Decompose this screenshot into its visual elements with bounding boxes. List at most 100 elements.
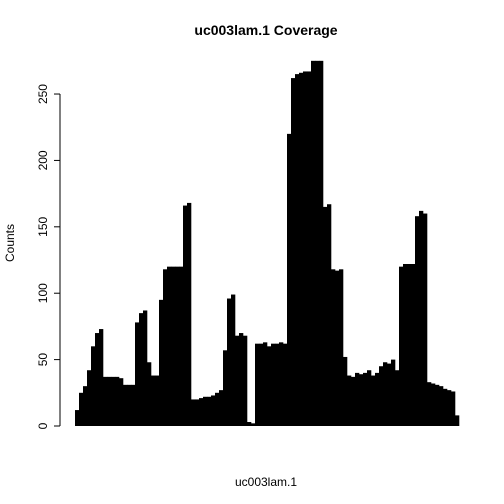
bar	[439, 386, 444, 426]
bar	[379, 366, 384, 426]
bar	[259, 343, 264, 426]
bar	[83, 386, 88, 426]
bar	[443, 388, 448, 426]
bar	[355, 372, 360, 426]
bar	[431, 383, 436, 426]
bar	[291, 78, 296, 426]
bar	[207, 396, 212, 426]
bar	[219, 390, 224, 426]
bar	[319, 60, 324, 426]
bar	[131, 384, 136, 426]
bar	[339, 269, 344, 426]
bar	[195, 399, 200, 426]
bar	[299, 72, 304, 426]
bar	[155, 375, 160, 426]
y-tick-label: 150	[36, 216, 50, 236]
bar	[315, 60, 320, 426]
bar	[267, 346, 272, 426]
bar	[419, 210, 424, 426]
bar	[151, 375, 156, 426]
bar	[203, 396, 208, 426]
bar	[147, 362, 152, 426]
y-tick-label: 100	[36, 283, 50, 303]
bar	[371, 375, 376, 426]
bar	[75, 410, 80, 426]
bar	[243, 335, 248, 426]
x-axis-label: uc003lam.1	[235, 475, 297, 489]
bar	[163, 269, 168, 426]
bar	[335, 270, 340, 426]
bar	[455, 415, 460, 426]
y-axis-label: Counts	[3, 224, 17, 262]
bar	[275, 343, 280, 426]
bar	[263, 342, 268, 426]
bar	[387, 363, 392, 426]
bar	[179, 266, 184, 426]
y-tick-label: 250	[36, 84, 50, 104]
bar	[167, 266, 172, 426]
bar	[231, 294, 236, 426]
bar	[399, 266, 404, 426]
bar	[251, 423, 256, 426]
bar	[411, 263, 416, 426]
bar	[79, 392, 84, 426]
bar	[391, 359, 396, 426]
bar	[227, 298, 232, 426]
bar	[91, 346, 96, 426]
bar	[279, 342, 284, 426]
bar	[451, 391, 456, 426]
bar	[295, 74, 300, 427]
bar	[395, 370, 400, 426]
bar	[139, 313, 144, 426]
y-tick-label: 200	[36, 150, 50, 170]
bar	[363, 372, 368, 426]
bar	[191, 399, 196, 426]
bar	[95, 333, 100, 426]
bar	[303, 71, 308, 427]
bar	[407, 263, 412, 426]
bar	[287, 133, 292, 427]
y-tick-label: 0	[36, 422, 50, 429]
bar	[359, 374, 364, 426]
bar	[255, 343, 260, 426]
bar	[135, 322, 140, 426]
bar	[159, 299, 164, 426]
bar	[215, 392, 220, 426]
bar	[343, 356, 348, 426]
bar	[183, 205, 188, 426]
bar	[351, 376, 356, 426]
bar	[143, 310, 148, 426]
bar	[271, 343, 276, 426]
bar	[119, 378, 124, 426]
bar	[367, 370, 372, 426]
bar	[427, 382, 432, 426]
chart-title: uc003lam.1 Coverage	[194, 22, 337, 38]
bar	[115, 376, 120, 426]
bar	[435, 384, 440, 426]
bar	[223, 350, 228, 426]
bar	[87, 370, 92, 426]
bar	[323, 206, 328, 426]
bar	[307, 71, 312, 427]
bar	[375, 372, 380, 426]
bar	[103, 376, 108, 426]
bar	[423, 213, 428, 426]
bar	[247, 422, 252, 426]
bar	[383, 362, 388, 426]
bar	[175, 266, 180, 426]
bar	[415, 216, 420, 426]
bar	[403, 263, 408, 426]
bar	[111, 376, 116, 426]
bar	[171, 266, 176, 426]
bar	[107, 376, 112, 426]
bar	[99, 329, 104, 426]
bar	[311, 60, 316, 426]
bar	[347, 375, 352, 426]
bar	[239, 333, 244, 426]
bar	[327, 204, 332, 426]
bar	[187, 202, 192, 426]
bar	[199, 398, 204, 426]
bar	[331, 269, 336, 426]
